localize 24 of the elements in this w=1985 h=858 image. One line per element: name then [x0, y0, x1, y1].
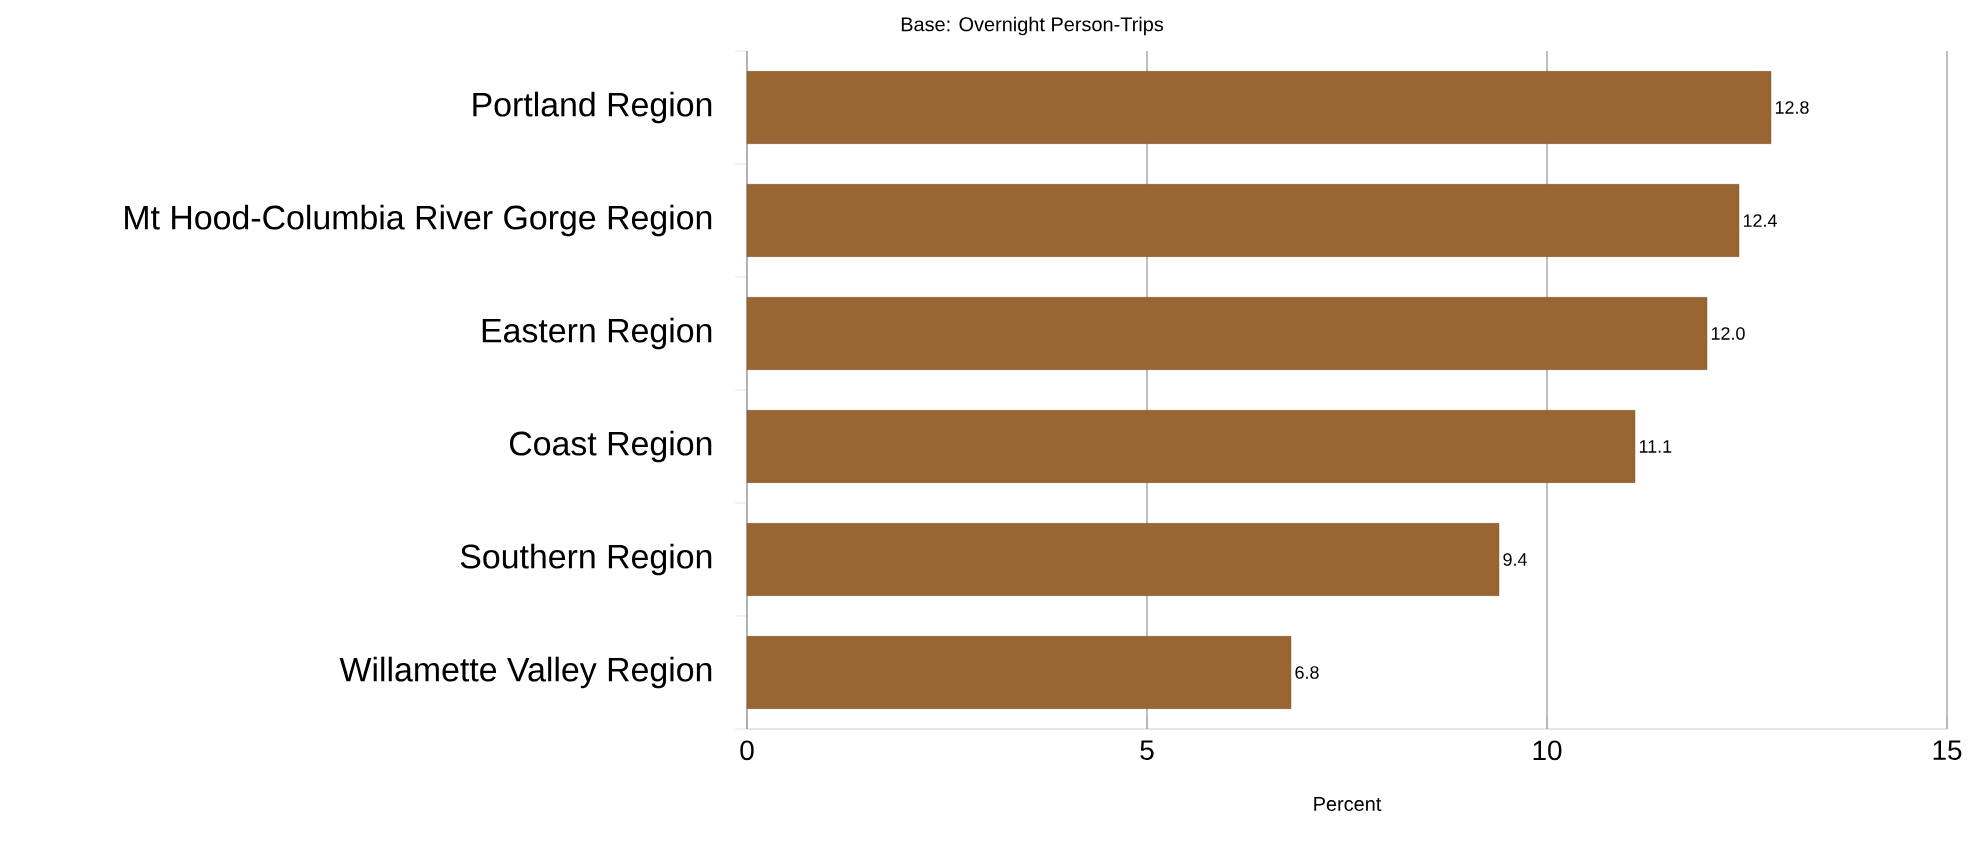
y-tick-label: Coast Region: [509, 430, 712, 463]
data-label: 9.4: [1503, 553, 1527, 566]
y-tick-label: Willamette Valley Region: [339, 656, 712, 689]
y-tick-label: Portland Region: [473, 91, 712, 124]
x-tick-label: 10: [1533, 740, 1562, 761]
bar: [746, 71, 1772, 144]
bar: [746, 410, 1636, 483]
y-tick-label: Eastern Region: [482, 317, 712, 350]
bar: [746, 184, 1740, 257]
y-tick-label: Southern Region: [460, 543, 712, 576]
data-label: 12.4: [1743, 214, 1777, 227]
chart-subtitle: Base: Overnight Person-Trips: [901, 16, 1164, 36]
x-tick-label: 5: [1140, 740, 1154, 760]
x-axis-title: Percent: [1314, 797, 1382, 811]
data-label: 6.8: [1295, 666, 1319, 679]
y-tick-label: Mt Hood-Columbia River Gorge Region: [125, 204, 712, 237]
bar: [746, 636, 1292, 709]
x-tick-label: 15: [1933, 740, 1962, 760]
x-tick-label: 0: [740, 740, 754, 761]
data-label: 12.0: [1711, 327, 1745, 340]
data-label: 12.8: [1775, 101, 1809, 114]
bar: [746, 297, 1708, 370]
bar: [746, 523, 1500, 596]
data-label: 11.1: [1639, 440, 1672, 453]
